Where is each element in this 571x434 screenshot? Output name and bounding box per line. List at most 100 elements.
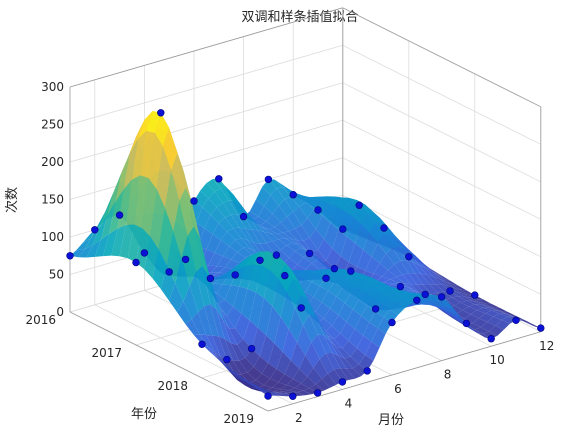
axis-box-edge [342, 7, 541, 108]
surface-patch [352, 299, 368, 316]
surface-patch [297, 240, 312, 252]
surface-patch [330, 206, 345, 230]
surface-patch [235, 313, 250, 340]
surface-patch [468, 304, 483, 311]
surface-patch [421, 273, 436, 285]
surface-patch [286, 379, 302, 388]
surface-patch [342, 282, 357, 294]
surface-patch [458, 296, 473, 301]
surface-patch [445, 297, 461, 306]
surface-patch [371, 284, 386, 294]
data-point-marker [264, 392, 272, 400]
surface-patch [303, 272, 318, 282]
surface-patch [334, 333, 349, 349]
surface-patch [241, 288, 256, 321]
surface-patch [301, 376, 316, 389]
surface-patch [218, 217, 234, 232]
surface-patch [109, 189, 124, 234]
surface-patch [439, 307, 455, 319]
surface-patch [489, 307, 504, 313]
surface-patch [284, 360, 300, 380]
x-tick-label: 8 [444, 368, 452, 382]
surface-patch [307, 208, 323, 229]
surface-patch [270, 369, 285, 383]
surface-patch [235, 373, 250, 382]
surface-patch [276, 187, 292, 200]
surface-patch [328, 282, 343, 297]
surface-patch [402, 273, 417, 285]
surface-patch [258, 206, 273, 222]
surface-patch [363, 233, 378, 257]
surface-patch [332, 352, 347, 369]
surface-patch [355, 224, 370, 250]
surface-patch [470, 310, 486, 319]
surface-patch [189, 272, 205, 313]
surface-patch [487, 316, 502, 326]
surface-patch [299, 202, 314, 219]
surface-patch [247, 264, 262, 293]
surface-patch [423, 301, 438, 306]
surface-patch [303, 195, 318, 199]
z-tick-label: 300 [41, 80, 64, 94]
surface-patch [200, 183, 215, 199]
data-point-marker [371, 305, 380, 313]
surface-patch [361, 212, 376, 234]
data-point-marker [355, 201, 363, 209]
surface-patch [357, 282, 372, 293]
surface-patch [342, 340, 357, 357]
surface-patch [175, 258, 190, 302]
surface-patch [460, 300, 475, 307]
surface-patch [260, 221, 275, 230]
surface-patch [293, 270, 308, 272]
surface-patch [410, 254, 426, 268]
surface-patch [127, 224, 143, 263]
surface-patch [383, 309, 399, 323]
data-point-marker [380, 224, 388, 232]
surface-patch [156, 146, 172, 208]
surface-patch [305, 198, 320, 209]
surface-patch [245, 385, 260, 392]
surface-patch [218, 359, 233, 372]
surface-patch [210, 266, 225, 273]
surface-patch [293, 207, 308, 225]
surface-patch [196, 207, 211, 229]
y-tick-label: 2018 [157, 379, 188, 393]
surface-patch [449, 314, 465, 324]
surface-patch [162, 127, 178, 171]
surface-patch [253, 356, 269, 374]
surface-patch [354, 275, 370, 283]
surface-patch [272, 382, 287, 390]
surface-patch [410, 284, 426, 295]
data-point-marker [198, 340, 206, 348]
marker-layer [66, 109, 545, 400]
data-point-marker [91, 226, 99, 234]
surface-patch [369, 223, 384, 243]
surface-patch [154, 112, 170, 147]
surface-patch [406, 291, 421, 295]
surface-patch [320, 196, 335, 204]
surface-patch [361, 305, 376, 323]
surface-patch [359, 204, 374, 213]
surface-patch [443, 309, 459, 319]
surface-patch [239, 264, 254, 289]
x-axis-label: 月份 [378, 413, 404, 428]
surface-patch [226, 359, 242, 375]
surface-patch [214, 188, 230, 203]
surface-patch [229, 239, 244, 253]
surface-patch [284, 196, 300, 212]
surface-patch [466, 323, 481, 330]
surface-patch [431, 300, 446, 307]
surface-patch [261, 363, 277, 379]
surface-patch [278, 374, 293, 386]
surface-patch [344, 293, 359, 310]
surface-patch [354, 315, 370, 336]
side-wall-grid-line-count [342, 82, 541, 183]
surface-patch [387, 294, 403, 304]
surface-patch [233, 227, 248, 241]
surface-patch [309, 229, 325, 250]
surface-patch [336, 287, 351, 303]
surface-patch [384, 234, 399, 248]
z-tick-label: 200 [41, 155, 64, 169]
surface-patch [328, 196, 343, 207]
